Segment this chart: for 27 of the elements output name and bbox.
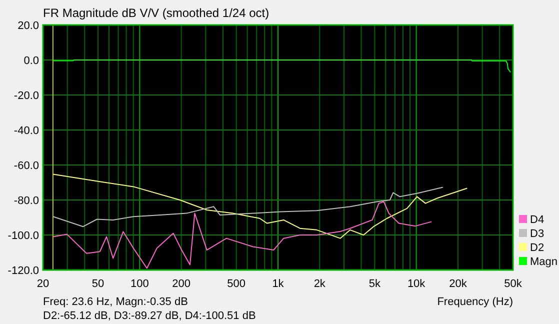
x-tick-label: 5k <box>368 278 381 290</box>
y-tick-label: 0.0 <box>24 55 39 67</box>
y-tick-label: -80.0 <box>14 195 39 207</box>
x-tick-label: 20 <box>36 278 50 290</box>
legend-label: D2 <box>530 242 544 254</box>
x-tick-label: 500 <box>227 278 246 290</box>
y-tick-label: -100.0 <box>8 230 39 242</box>
y-tick-label: -40.0 <box>14 125 39 137</box>
y-tick-label: -20.0 <box>14 90 39 102</box>
x-tick-label: 50 <box>92 278 104 290</box>
x-tick-label: 20k <box>449 278 468 290</box>
chart-title: FR Magnitude dB V/V (smoothed 1/24 oct) <box>43 6 270 20</box>
text: Freq: 23.6 Hz, Magn:-0.35 dB <box>43 296 188 308</box>
x-tick-label: 10k <box>407 278 426 290</box>
x-axis-title: Frequency (Hz) <box>437 296 513 308</box>
x-tick-label: 50k <box>504 278 522 290</box>
x-tick-label: 2k <box>314 278 326 290</box>
x-tick-label: 100 <box>130 278 149 290</box>
x-tick-label: 200 <box>172 278 190 290</box>
legend-label: D4 <box>530 214 544 226</box>
legend-label: Magn <box>530 256 558 268</box>
text: D2:-65.12 dB, D3:-89.27 dB, D4:-100.51 dB <box>43 310 256 322</box>
y-tick-label: -120.0 <box>8 265 39 277</box>
y-tick-label: -60.0 <box>14 160 39 172</box>
legend-label: D3 <box>530 228 544 240</box>
x-tick-label: 1k <box>272 278 284 290</box>
y-tick-label: 20.0 <box>18 20 39 32</box>
